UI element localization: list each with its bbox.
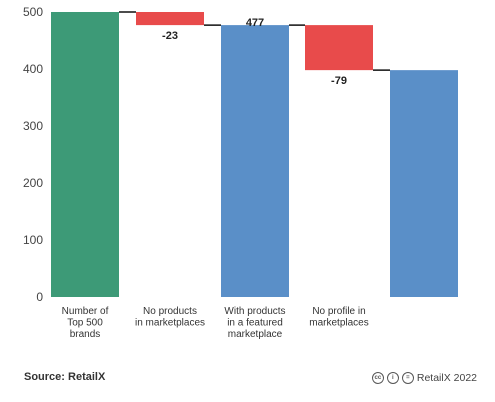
x-category-label: Number of Top 500 brands (62, 306, 109, 340)
y-tick-label: 500 (23, 5, 43, 19)
data-label: -23 (162, 30, 178, 42)
data-label: 477 (246, 17, 264, 29)
bar-2 (221, 25, 289, 298)
y-tick-label: 400 (23, 62, 43, 76)
source-note: Source: RetailX (24, 371, 106, 383)
by-icon: i (386, 372, 399, 384)
bar-4 (390, 70, 458, 297)
data-labels: -23 477 -79 (162, 17, 347, 87)
y-tick-label: 300 (23, 119, 43, 133)
bar-3 (305, 25, 373, 71)
connector-lines (119, 11, 390, 71)
y-tick-label: 100 (23, 233, 43, 247)
bar-1 (136, 12, 204, 26)
nd-icon: = (401, 372, 414, 384)
x-category-label: No profile in marketplaces (309, 306, 368, 329)
bars (51, 12, 458, 298)
bar-0 (51, 12, 119, 297)
y-axis: 0 100 200 300 400 500 (23, 5, 43, 304)
credit-text: RetailX 2022 (416, 372, 477, 384)
data-label: -79 (331, 75, 347, 87)
cc-icon: cc (371, 372, 384, 384)
y-tick-label: 0 (36, 290, 43, 304)
x-axis-categories: Number of Top 500 brands No products in mark… (62, 306, 369, 340)
credit: cc i = RetailX 2022 (371, 372, 477, 384)
x-category-label: With products in a featured marketplace (224, 306, 285, 340)
y-tick-label: 200 (23, 176, 43, 190)
x-category-label: No products in marketplaces (135, 306, 205, 329)
